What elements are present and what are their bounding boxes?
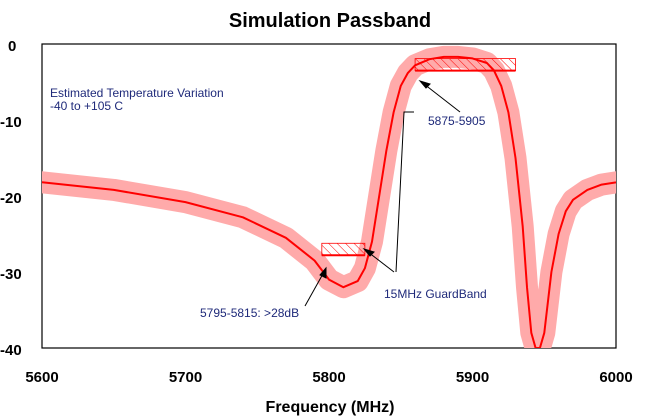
series-line-passband [42,55,616,348]
annotation-arrows [304,80,461,307]
x-tick-label-2: 5800 [312,369,345,386]
annotation-temp-range: -40 to +105 C [50,99,123,113]
annotation-guardband: 15MHz GuardBand [384,287,487,301]
arrow-guardband-head [362,248,375,257]
x-tick-label-1: 5700 [169,369,202,386]
arrow-rejection-head [319,266,327,279]
chart-title: Simulation Passband [229,10,431,32]
arrow-passband-head [418,80,431,89]
arrow-passband [423,83,461,113]
x-axis-label: Frequency (MHz) [266,399,395,416]
x-tick-label-0: 5600 [25,369,58,386]
y-tick-label-2: -20 [0,190,22,207]
arrow-guardband-low [367,251,395,273]
y-tick-label-0: 0 [8,38,16,55]
x-tick-label-4: 6000 [599,369,632,386]
annotation-rejection-spec: 5795-5815: >28dB [200,306,299,320]
y-tick-label-3: -30 [0,266,22,283]
y-tick-label-1: -10 [0,114,22,131]
annotation-passband-range: 5875-5905 [428,114,486,128]
spec-mask-1 [414,58,516,71]
arrow-rejection [304,271,325,307]
y-tick-label-4: -40 [0,342,22,359]
x-tick-label-3: 5900 [456,369,489,386]
arrow-guardband [395,111,414,273]
annotation-temp-variation: Estimated Temperature Variation [50,86,224,100]
spec-mask-0 [321,242,366,256]
